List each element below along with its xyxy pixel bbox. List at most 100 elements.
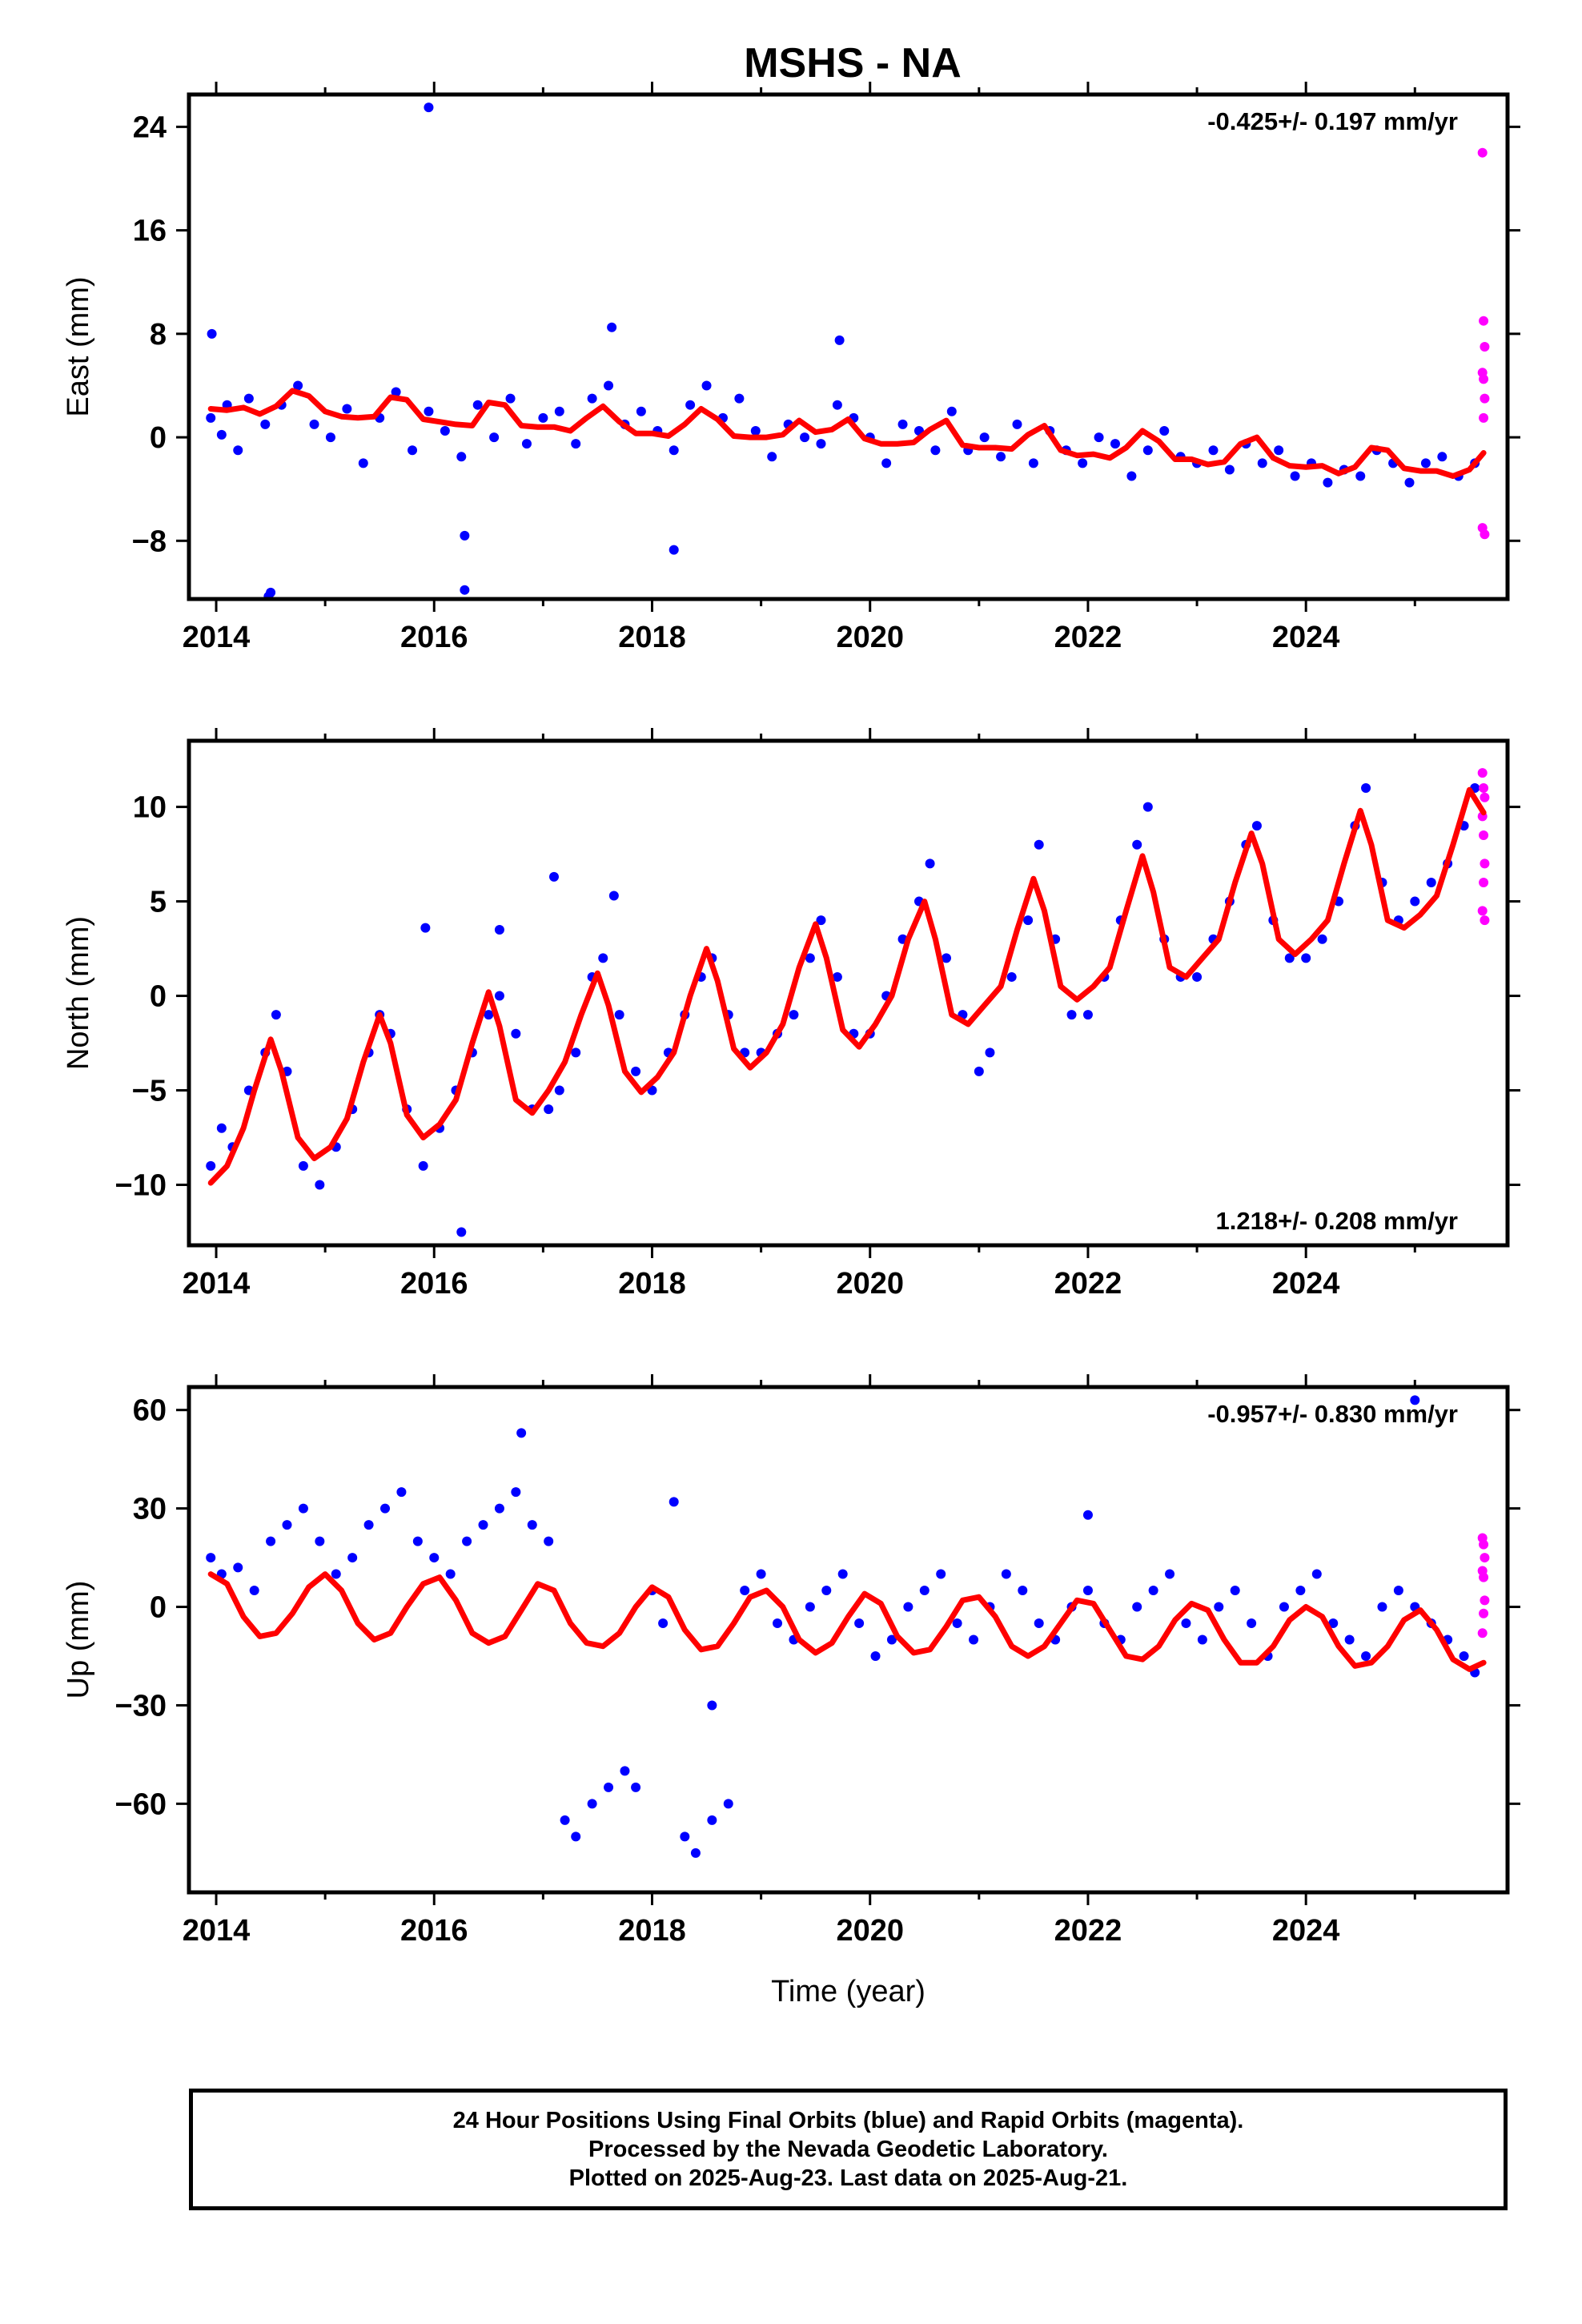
east-rapid-orbits-point (1479, 412, 1489, 423)
up-final-orbits-point (363, 1520, 374, 1530)
up-final-orbits-point (870, 1651, 881, 1661)
east-y-tick-label: 0 (150, 421, 167, 455)
up-final-orbits-point (511, 1487, 521, 1498)
up-final-orbits-point (315, 1536, 325, 1546)
up-y-tick-label: 0 (150, 1591, 167, 1625)
north-final-orbits-point (1192, 971, 1203, 982)
east-final-orbits-point (207, 328, 217, 339)
up-final-orbits-point (527, 1520, 537, 1530)
north-final-orbits-point (456, 1227, 467, 1237)
east-final-orbits-point (834, 335, 845, 345)
up-final-orbits-point (1247, 1618, 1257, 1629)
up-final-orbits-point (1393, 1586, 1403, 1596)
up-final-orbits-point (412, 1536, 423, 1546)
up-final-orbits-point (587, 1799, 597, 1809)
east-final-orbits-point (1110, 439, 1120, 449)
east-final-orbits-point (750, 426, 761, 436)
east-final-orbits-point (554, 406, 564, 416)
east-final-orbits-point (832, 400, 842, 410)
east-final-orbits-point (358, 458, 368, 468)
up-x-tick-label: 2014 (183, 1914, 251, 1948)
north-final-orbits-point (925, 858, 935, 869)
east-y-tick-label: 8 (150, 318, 167, 352)
up-final-orbits-point (445, 1569, 456, 1579)
up-final-orbits-point (773, 1618, 783, 1629)
east-final-orbits-point (325, 432, 335, 443)
up-x-tick-label: 2016 (400, 1914, 468, 1948)
north-y-tick-label: −5 (132, 1075, 167, 1108)
up-final-orbits-point (680, 1831, 690, 1842)
north-final-orbits-point (974, 1066, 984, 1076)
east-final-orbits-point (1126, 471, 1137, 481)
up-final-orbits-point (837, 1569, 848, 1579)
up-final-orbits-point (516, 1428, 527, 1438)
east-final-orbits-point (538, 412, 548, 423)
up-final-orbits-point (631, 1782, 641, 1792)
north-final-orbits-point (1023, 915, 1034, 926)
up-final-orbits-point (1165, 1569, 1175, 1579)
east-final-orbits-point (456, 452, 467, 462)
up-final-orbits-point (396, 1487, 407, 1498)
up-final-orbits-point (707, 1700, 717, 1711)
north-final-orbits-point (805, 953, 815, 963)
east-y-tick-label: 24 (133, 111, 167, 144)
north-final-orbits-point (484, 1010, 494, 1020)
up-final-orbits-point (1311, 1569, 1322, 1579)
up-rapid-orbits-point (1480, 1595, 1490, 1606)
east-final-orbits-point (1290, 471, 1300, 481)
up-final-orbits-point (707, 1815, 717, 1825)
north-y-tick-label: 10 (133, 791, 167, 825)
north-rapid-orbits-point (1479, 830, 1489, 840)
up-model-line (207, 1571, 1487, 1672)
north-final-orbits-point (985, 1047, 995, 1058)
north-final-orbits-point (271, 1010, 281, 1020)
chart-title: MSHS - NA (744, 40, 962, 86)
up-final-orbits-point (249, 1586, 259, 1596)
up-frame (187, 1385, 1510, 1895)
up-rate-annotation: -0.957+/- 0.830 mm/yr (1207, 1400, 1458, 1428)
north-rapid-orbits-point (1479, 877, 1489, 887)
east-final-orbits-point (293, 380, 303, 391)
up-final-orbits-point (723, 1799, 733, 1809)
east-rapid-orbits-point (1480, 529, 1490, 540)
up-final-orbits-point (1410, 1395, 1420, 1405)
footer-info-box: 24 Hour Positions Using Final Orbits (bl… (189, 2089, 1508, 2210)
up-final-orbits-point (266, 1536, 276, 1546)
east-final-orbits-point (669, 545, 679, 555)
east-rapid-orbits-point (1480, 393, 1490, 404)
east-final-orbits-point (604, 380, 614, 391)
north-rapid-orbits-point (1480, 858, 1490, 869)
east-rapid-orbits-point (1477, 147, 1488, 158)
east-final-orbits-point (1323, 477, 1333, 488)
north-rapid-orbits-point (1480, 915, 1490, 926)
east-final-orbits-point (800, 432, 810, 443)
east-rate-annotation: -0.425+/- 0.197 mm/yr (1207, 107, 1458, 135)
east-panel: 2014 2016 2018 2020 2022 2024 −8 0 8 16 24 East (mm… (62, 82, 1520, 654)
east-final-orbits-point (1257, 458, 1267, 468)
east-rapid-orbits-point (1480, 342, 1490, 352)
up-final-orbits-point (1082, 1586, 1093, 1596)
footer-line-orbits: 24 Hour Positions Using Final Orbits (bl… (452, 2108, 1244, 2133)
east-rapid-orbits-point (1479, 316, 1489, 326)
up-final-orbits-point (903, 1602, 913, 1612)
north-final-orbits-point (1426, 877, 1436, 887)
up-final-orbits-point (1459, 1651, 1469, 1661)
north-final-orbits-point (832, 971, 842, 982)
up-final-orbits-point (560, 1815, 570, 1825)
east-y-axis-label: East (mm) (62, 276, 95, 416)
east-x-tick-label: 2024 (1272, 621, 1340, 654)
east-final-orbits-point (1355, 471, 1366, 481)
up-final-orbits-point (1197, 1634, 1207, 1645)
east-final-orbits-point (233, 445, 243, 456)
up-x-tick-label: 2018 (618, 1914, 686, 1948)
east-final-orbits-point (996, 452, 1006, 462)
east-final-orbits-point (946, 406, 957, 416)
north-final-orbits-point (598, 953, 608, 963)
east-final-orbits-point (881, 458, 892, 468)
up-rapid-orbits-point (1479, 1572, 1489, 1582)
up-final-orbits-point (1295, 1586, 1306, 1596)
up-panel: 2014 2016 2018 2020 2022 2024 −60 −30 0 30 60 Up (m… (62, 1374, 1520, 2008)
north-x-tick-label: 2022 (1054, 1267, 1122, 1301)
north-final-orbits-point (1034, 839, 1044, 850)
north-final-orbits-point (571, 1047, 581, 1058)
